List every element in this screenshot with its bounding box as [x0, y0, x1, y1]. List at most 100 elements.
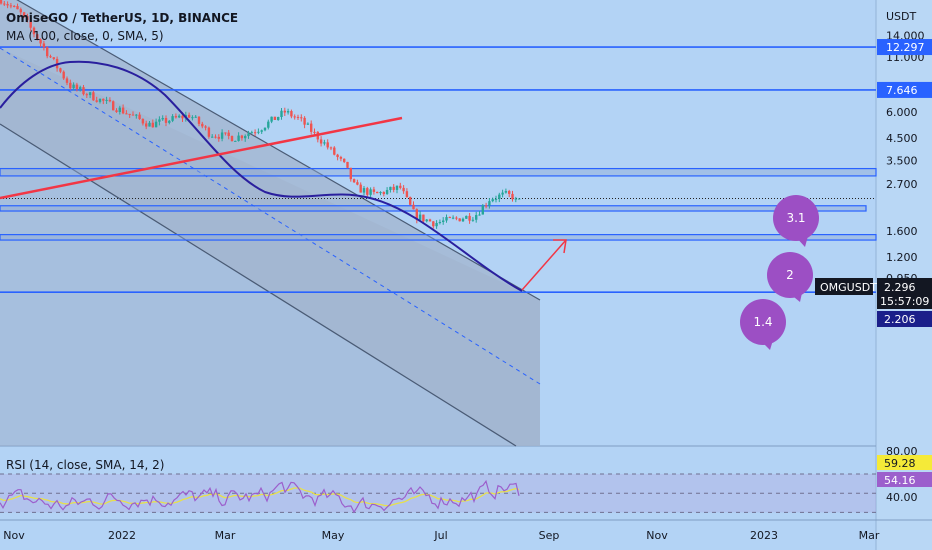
candle [217, 136, 220, 139]
trendline[interactable] [0, 116, 403, 200]
candle [283, 110, 286, 113]
candle [405, 191, 409, 198]
candle [247, 133, 250, 137]
projection-arrow[interactable] [521, 239, 567, 291]
rsi-indicator-label[interactable]: RSI (14, close, SMA, 14, 2) [6, 458, 165, 472]
candle [178, 115, 181, 118]
candle [128, 113, 131, 115]
candle [257, 131, 260, 133]
candle [379, 192, 382, 194]
callout-bubble-2[interactable] [767, 252, 813, 298]
time-axis-label: Sep [539, 529, 560, 542]
candle [412, 204, 415, 210]
candle [115, 110, 118, 113]
chart-title: OmiseGO / TetherUS, 1D, BINANCE [6, 11, 239, 25]
candle [125, 113, 128, 115]
candle [69, 82, 72, 89]
callout-bubble-1[interactable] [773, 195, 819, 241]
callout-bubble-3[interactable] [740, 299, 786, 345]
regression-channel[interactable] [0, 0, 540, 446]
candle [253, 132, 257, 134]
candle [263, 127, 267, 131]
candle [491, 199, 494, 202]
symbol-tag [815, 278, 873, 295]
candle [382, 192, 385, 195]
candle [339, 157, 343, 159]
candle [138, 114, 141, 119]
candle [82, 87, 85, 95]
candle [504, 191, 508, 193]
candle [112, 101, 115, 111]
candle [402, 187, 405, 192]
candle [158, 119, 161, 122]
candle [39, 39, 42, 44]
rsi-line[interactable] [0, 479, 520, 514]
candle [227, 132, 230, 136]
candle [135, 114, 138, 116]
candle [415, 209, 418, 220]
candle [22, 12, 26, 17]
candle [395, 185, 399, 190]
candle [260, 130, 263, 132]
candle [148, 122, 151, 127]
candle [468, 215, 471, 221]
candle [214, 136, 217, 138]
candle [85, 94, 88, 96]
candle [432, 221, 435, 227]
candle [356, 182, 359, 185]
candle [484, 205, 488, 207]
candle [65, 78, 69, 83]
symbol-label: OMGUSDT [820, 281, 877, 294]
time-axis-label: May [322, 529, 345, 542]
level-price-tag [877, 81, 932, 98]
candle [42, 43, 46, 48]
candle [310, 123, 313, 132]
candle [79, 87, 82, 89]
candle [442, 220, 445, 223]
candle [32, 27, 36, 35]
candle [75, 84, 79, 89]
rsi-ma-value-tag [877, 455, 932, 470]
candle [207, 127, 211, 137]
candle [145, 123, 148, 127]
zone-rectangle-2[interactable] [0, 205, 867, 212]
candle [161, 117, 164, 120]
zone-rectangle-1[interactable] [0, 167, 877, 177]
ma-indicator-label[interactable]: MA (100, close, 0, SMA, 5) [6, 29, 164, 43]
rsi-ma-line[interactable] [0, 487, 520, 507]
candle [0, 0, 3, 4]
candle [290, 111, 293, 117]
channel-lower-line[interactable] [0, 123, 517, 447]
candle [92, 92, 95, 101]
current-price-tag [877, 278, 932, 309]
candle [349, 167, 352, 180]
candle [164, 117, 168, 123]
candle [399, 185, 402, 188]
candle [372, 189, 376, 192]
level-price-tag [877, 39, 932, 56]
moving-average-line[interactable] [0, 60, 523, 292]
candle [455, 217, 458, 219]
candle [220, 132, 224, 139]
candle [201, 123, 204, 127]
candle [118, 107, 121, 113]
candle [336, 154, 339, 158]
candle [95, 100, 98, 102]
candle [494, 198, 498, 200]
candle [488, 201, 491, 206]
candle [435, 223, 438, 227]
candle [62, 71, 65, 79]
candle [204, 126, 207, 128]
candle [277, 117, 280, 120]
candle [286, 111, 290, 113]
candle [366, 188, 369, 195]
candle [300, 117, 303, 119]
callout-bubble-text-3: 1.4 [753, 315, 772, 329]
candle [13, 5, 16, 7]
candle [267, 121, 270, 128]
zone-rectangle-3[interactable] [0, 234, 877, 241]
price-tick-label: 1.200 [886, 251, 918, 264]
level-price-label: 12.297 [886, 41, 925, 54]
candle [445, 217, 448, 221]
